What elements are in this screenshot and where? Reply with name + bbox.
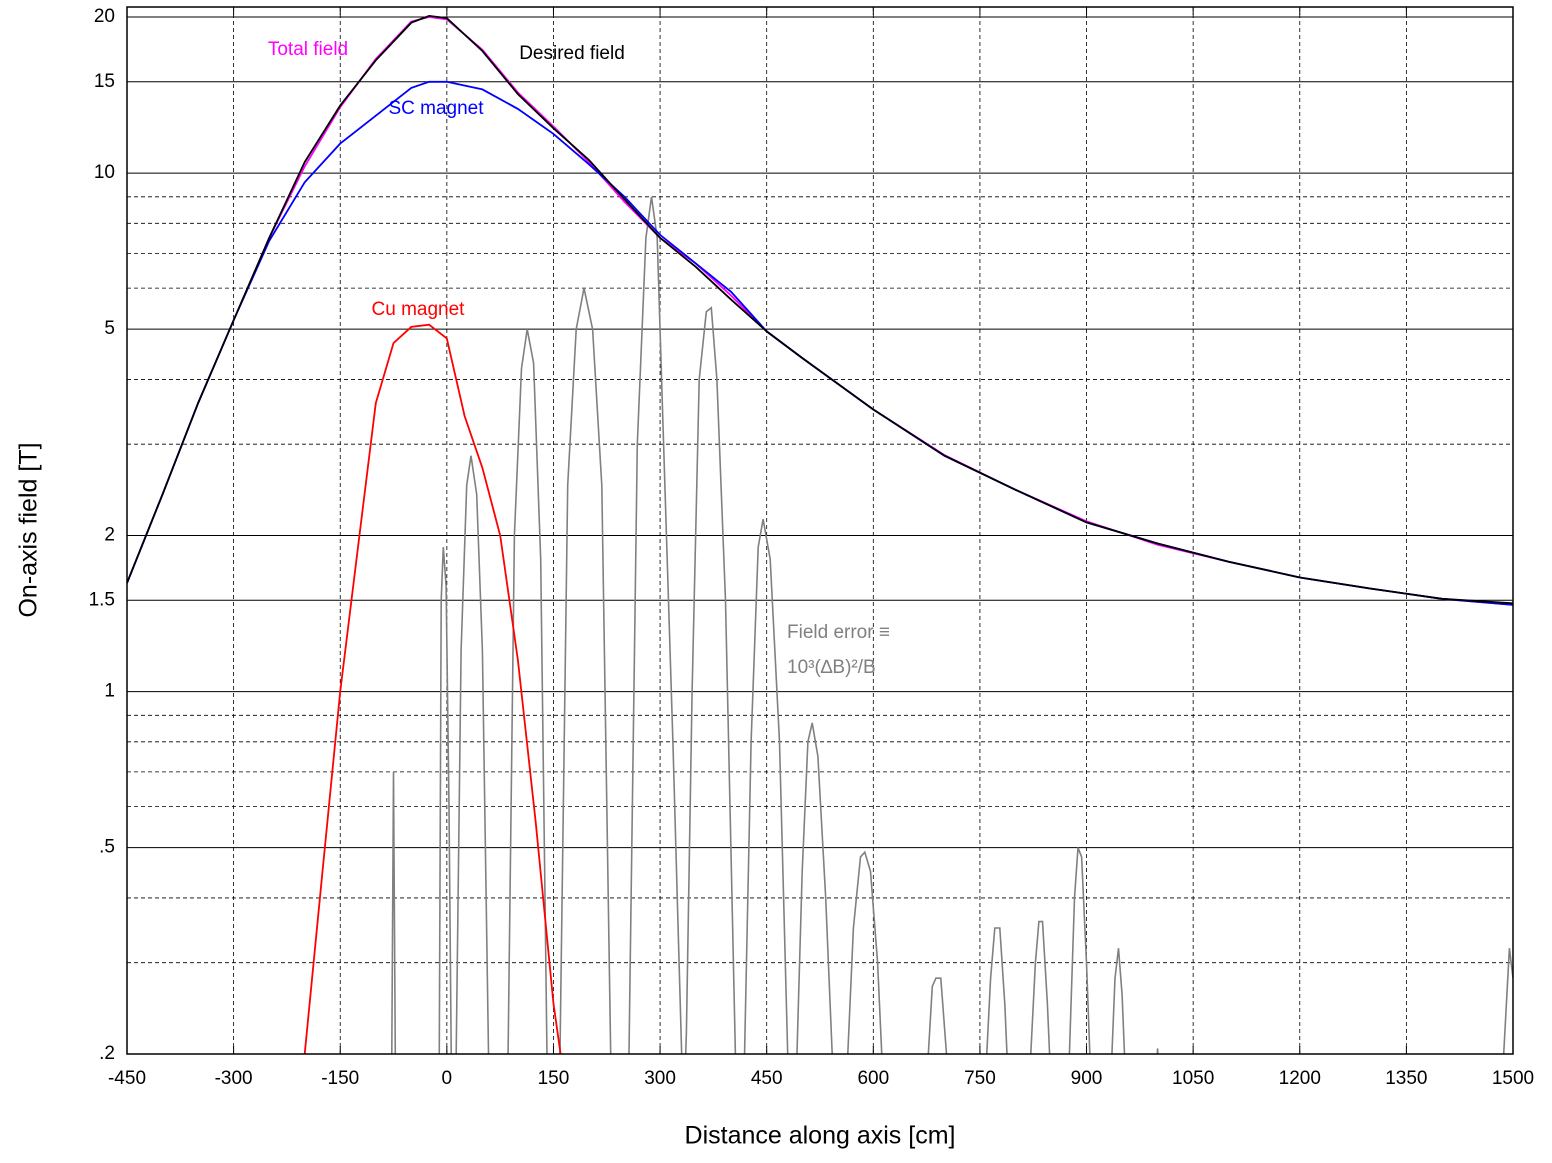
x-tick-label: -300	[215, 1068, 253, 1089]
y-tick-label: 15	[94, 71, 115, 92]
annotation: 10³(∆B)²/B	[787, 657, 876, 678]
y-tick-label: 1	[104, 681, 115, 702]
x-tick-label: 900	[1071, 1068, 1103, 1089]
y-tick-label: .2	[99, 1043, 115, 1064]
series-label: Cu magnet	[372, 299, 466, 320]
x-axis-label: Distance along axis [cm]	[685, 1122, 956, 1150]
y-tick-label: 2	[104, 525, 115, 546]
x-tick-label: 450	[751, 1068, 783, 1089]
y-tick-label: 10	[94, 162, 115, 183]
y-tick-label: 1.5	[89, 589, 115, 610]
x-tick-label: -150	[321, 1068, 359, 1089]
y-tick-label: 5	[104, 318, 115, 339]
x-tick-label: 0	[442, 1068, 453, 1089]
x-tick-label: 1050	[1172, 1068, 1214, 1089]
series-line	[303, 323, 562, 1054]
plot-lines	[127, 14, 1513, 1054]
x-tick-label: 600	[857, 1068, 889, 1089]
series-label: Desired field	[519, 43, 625, 64]
x-tick-label: 750	[964, 1068, 996, 1089]
series-line	[127, 16, 1513, 606]
y-axis-label: On-axis field [T]	[15, 442, 43, 617]
series-line	[390, 196, 1513, 1054]
x-tick-label: 1500	[1492, 1068, 1534, 1089]
x-tick-label: -450	[108, 1068, 146, 1089]
series-line	[127, 14, 1513, 605]
y-tick-label: .5	[99, 837, 115, 858]
x-tick-label: 300	[644, 1068, 676, 1089]
x-tick-label: 1200	[1279, 1068, 1321, 1089]
series-label: SC magnet	[388, 98, 484, 119]
y-tick-label: 20	[94, 6, 115, 27]
x-tick-label: 1350	[1385, 1068, 1427, 1089]
plot-frame	[126, 6, 1514, 1055]
series-label: Total field	[268, 39, 348, 60]
x-tick-label: 150	[538, 1068, 570, 1089]
series-label: Field error ≡	[787, 622, 890, 643]
